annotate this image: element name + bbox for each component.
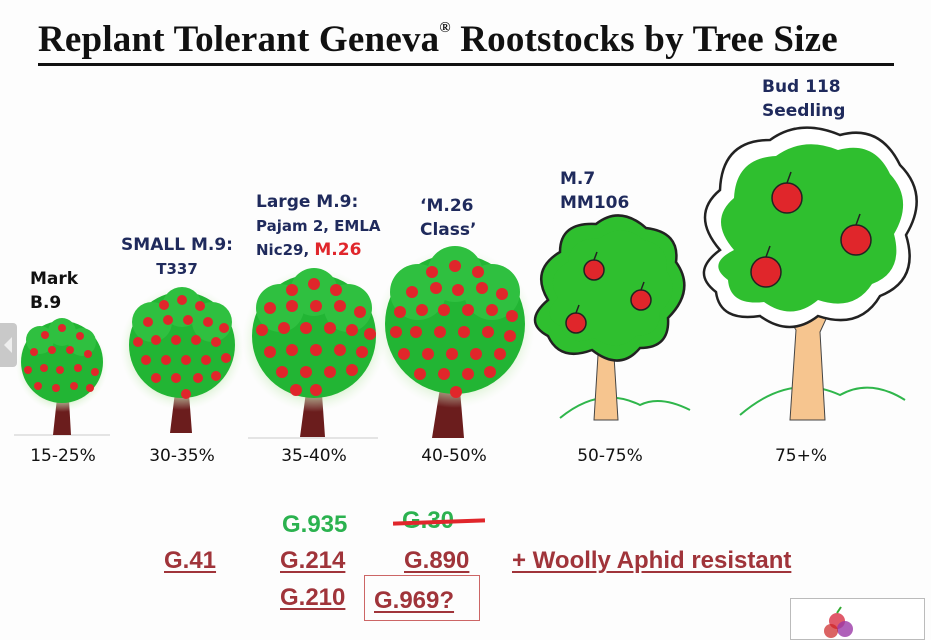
- rootstock-g935: G.935: [282, 511, 348, 538]
- registered-mark: ®: [439, 20, 451, 36]
- label-line: Pajam 2, EMLA: [256, 217, 381, 235]
- percent-label: 50-75%: [577, 446, 643, 466]
- apple-tree-icon: [375, 246, 535, 438]
- tree-label-mark-b9: Mark B.9: [30, 267, 78, 315]
- tree-label-m7-mm106: M.7 MM106: [560, 167, 629, 215]
- label-line: ‘M.26: [420, 196, 474, 216]
- label-line: MM106: [560, 193, 630, 213]
- cartoon-tree-icon: [533, 214, 691, 421]
- label-line: M.7: [560, 169, 596, 189]
- title-underline: [38, 63, 894, 66]
- tree-label-small-m9: SMALL M.9: T337: [118, 233, 236, 281]
- label-line: Nic29, M.26: [256, 238, 381, 262]
- percent-label: 30-35%: [149, 446, 215, 466]
- rootstock-g969: G.969?: [374, 587, 455, 614]
- apple-tree-icon: [14, 318, 110, 436]
- label-text: Nic29,: [256, 241, 315, 259]
- g969-highlight-box: [364, 575, 480, 621]
- label-line: Seedling: [762, 101, 846, 121]
- label-line: B.9: [30, 293, 62, 313]
- rootstock-g210: G.210: [280, 584, 346, 611]
- title-text: Replant Tolerant Geneva: [38, 19, 440, 60]
- label-line: T337: [156, 260, 198, 278]
- percent-label: 35-40%: [281, 446, 347, 466]
- label-line: Large M.9:: [256, 192, 359, 212]
- title-text-end: Rootstocks by Tree Size: [450, 19, 838, 60]
- label-highlight-m26: M.26: [314, 240, 362, 260]
- tree-label-bud118: Bud 118 Seedling: [762, 75, 845, 123]
- label-line: Class’: [420, 220, 477, 240]
- woolly-aphid-note: + Woolly Aphid resistant: [512, 547, 792, 574]
- apple-tree-icon: [242, 268, 386, 439]
- percent-label: 40-50%: [421, 446, 487, 466]
- label-line: Bud 118: [762, 77, 841, 97]
- tree-label-m26-class: ‘M.26 Class’: [420, 194, 476, 242]
- label-line: Mark: [30, 269, 79, 289]
- tree-label-large-m9: Large M.9: Pajam 2, EMLA Nic29, M.26: [256, 190, 381, 262]
- percent-label: 75+%: [774, 446, 828, 466]
- label-line: SMALL M.9:: [121, 235, 233, 255]
- cartoon-tree-icon: [702, 126, 918, 421]
- percent-label: 15-25%: [30, 446, 96, 466]
- rootstock-g41: G.41: [164, 547, 217, 574]
- previous-slide-icon[interactable]: [0, 323, 17, 367]
- slide-title: Replant Tolerant Geneva® Rootstocks by T…: [38, 18, 898, 61]
- rootstock-g214: G.214: [280, 547, 346, 574]
- logo-icon: [790, 598, 925, 640]
- apple-tree-icon: [120, 286, 244, 433]
- rootstock-g890: G.890: [404, 547, 470, 574]
